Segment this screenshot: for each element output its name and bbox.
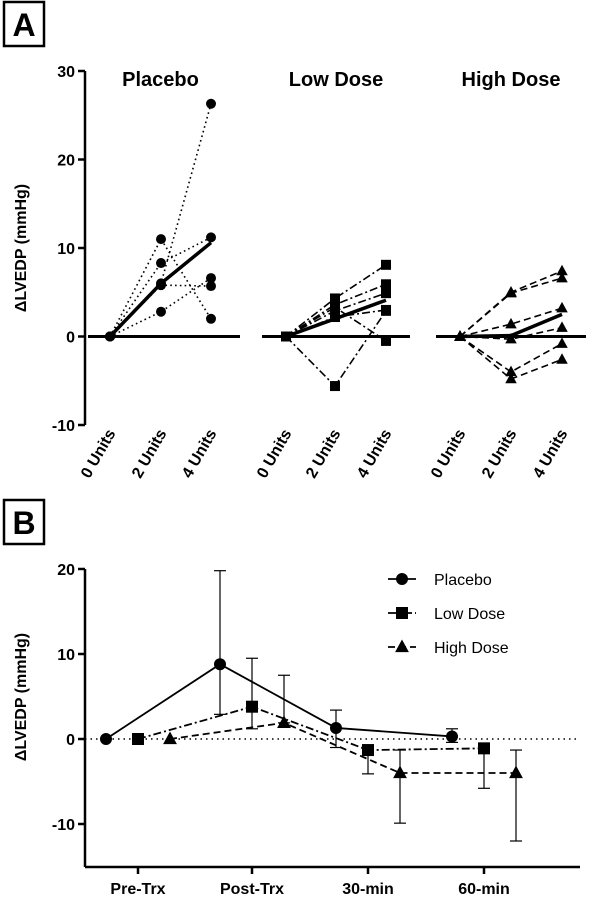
panel-b-legend-label: Placebo	[434, 572, 492, 589]
panel-a-subject-line	[109, 236, 212, 337]
panel-b-data-point	[393, 765, 407, 779]
panel-a-data-point	[505, 332, 517, 344]
panel-b-data-point	[163, 731, 177, 745]
panel-a-data-point	[330, 293, 340, 304]
panel-a-x-tick-label: 2 Units	[479, 426, 520, 481]
panel-b-legend-label: High Dose	[434, 640, 509, 657]
panel-b-x-tick-label: 30-min	[342, 881, 394, 898]
panel-a-subject-line	[109, 103, 212, 338]
panel-a-data-point	[556, 271, 568, 283]
panel-a-y-tick-label: 10	[57, 241, 75, 258]
panel-a-y-tick-label: 20	[57, 153, 75, 170]
panel-a-data-point	[556, 321, 568, 332]
panel-a-subject-line	[285, 264, 387, 338]
panel-a-data-point	[206, 313, 216, 324]
panel-a-data-point	[381, 305, 391, 316]
panel-a-data-point	[156, 234, 166, 245]
panel-b-data-point	[277, 715, 291, 728]
panel-b-data-point	[330, 721, 342, 734]
panel-b-data-point	[446, 730, 458, 743]
panel-b-legend-marker	[396, 607, 408, 619]
panel-b-data-point	[246, 700, 258, 713]
panel-a-y-tick-label: 0	[66, 330, 75, 347]
panel-a-x-tick-label: 0 Units	[428, 426, 469, 481]
panel-a-data-point	[330, 302, 340, 313]
panel-a-subject-line	[459, 307, 563, 338]
panel-a-data-point	[381, 335, 391, 346]
panel-a-data-point	[556, 301, 568, 313]
panel-b-legend-marker	[396, 573, 408, 585]
panel-a-x-tick-label: 2 Units	[129, 426, 170, 481]
panel-a-data-point	[454, 330, 466, 341]
panel-a-data-point	[381, 279, 391, 290]
panel-a-data-point	[206, 232, 216, 243]
panel-a-data-point	[505, 286, 517, 298]
panel-a-group-title: Placebo	[122, 69, 199, 91]
panel-a-subject-line	[109, 277, 212, 338]
panel-a-x-tick-label: 0 Units	[78, 426, 119, 481]
panel-a-data-point	[330, 312, 340, 323]
panel-b-series-line	[137, 705, 485, 751]
panel-b-y-tick-label: 0	[66, 732, 75, 749]
panel-b-data-point	[132, 733, 144, 745]
panel-a-subject-line	[285, 306, 387, 342]
panel-a-data-point	[556, 353, 568, 364]
panel-b-legend-marker	[395, 639, 409, 653]
panel-a-data-point	[330, 381, 340, 392]
panel-b-legend-label: Low Dose	[434, 606, 505, 623]
panel-a-data-point	[505, 365, 517, 377]
panel-b-data-point	[362, 744, 374, 757]
panel-b-series-line	[169, 721, 516, 774]
panel-a-data-point	[556, 264, 568, 276]
panel-a-data-point	[156, 306, 166, 317]
panel-a-x-tick-label: 2 Units	[303, 426, 344, 481]
panel-a-group-title: Low Dose	[289, 69, 383, 91]
panel-a-x-tick-label: 4 Units	[354, 426, 395, 481]
panel-a-data-point	[281, 331, 291, 342]
panel-b-y-tick-label: 10	[57, 647, 75, 664]
panel-a-data-point	[206, 273, 216, 284]
panel-b-y-tick-label: 20	[57, 562, 75, 579]
panel-b-y-tick-label: -10	[52, 817, 75, 834]
panel-a-subject-line	[459, 335, 563, 373]
panel-b-data-point	[100, 733, 112, 745]
panel-b-data-point	[214, 658, 226, 671]
panel-b-x-tick-label: 60-min	[458, 881, 510, 898]
panel-a-data-point	[156, 280, 166, 291]
panel-a-data-point	[206, 98, 216, 109]
panel-a-data-point	[556, 337, 568, 348]
panel-b-x-tick-label: Post-Trx	[220, 881, 284, 898]
panel-b-x-tick-label: Pre-Trx	[110, 881, 165, 898]
panel-a-x-tick-label: 0 Units	[254, 426, 295, 481]
panel-b-label-box	[2, 498, 46, 546]
panel-a-label: A	[12, 7, 35, 43]
panel-b-plot: -10 0 10 20 Pre-Trx Post-Trx 30-min 60-min Place…	[52, 562, 580, 898]
panel-a-data-point	[105, 331, 115, 342]
panel-a-data-point	[505, 317, 517, 329]
panel-a-group-title: High Dose	[462, 69, 561, 91]
panel-b-label: B	[12, 505, 35, 541]
panel-b-y-axis-title: ΔLVEDP (mmHg)	[13, 633, 30, 761]
panel-a-label-box	[2, 0, 46, 48]
panel-b-data-point	[509, 765, 523, 779]
panel-a-y-tick-label: 30	[57, 64, 75, 81]
panel-a-data-point	[381, 288, 391, 299]
panel-a-data-point	[156, 258, 166, 269]
panel-a-data-point	[206, 281, 216, 292]
panel-a-y-tick-label: -10	[52, 418, 75, 435]
panel-a-data-point	[505, 372, 517, 384]
panel-a-data-point	[381, 259, 391, 270]
panel-b-data-point	[478, 742, 490, 755]
panel-a-subject-line	[285, 310, 387, 388]
panel-a-x-tick-label: 4 Units	[530, 426, 571, 481]
panel-b-series-line	[105, 663, 453, 740]
panel-a-x-tick-label: 4 Units	[179, 426, 220, 481]
panel-a-y-axis-title: ΔLVEDP (mmHg)	[13, 184, 30, 312]
